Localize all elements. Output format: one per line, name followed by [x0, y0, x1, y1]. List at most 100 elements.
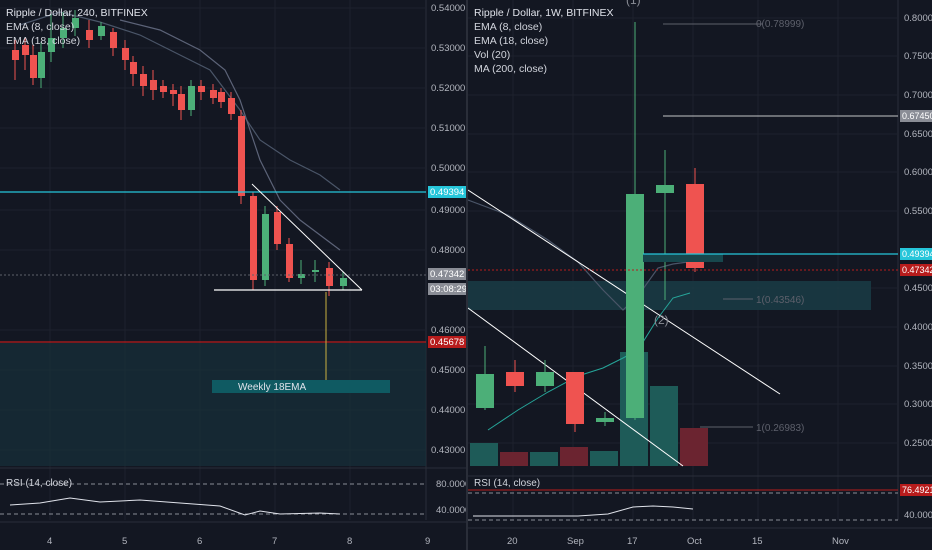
left-ytick-label: 0.50000 — [431, 163, 465, 174]
left-candle — [228, 98, 235, 114]
left-candle — [140, 74, 147, 86]
ema8-line — [19, 11, 341, 191]
volume-bar — [680, 428, 708, 466]
right-rsi-tag-label: 76.4921 — [902, 485, 932, 495]
left-xtick-label: 6 — [197, 536, 202, 547]
pane-divider[interactable] — [466, 0, 468, 550]
right-rsi-tick: 40.0000 — [904, 510, 932, 521]
right-xtick-label: 15 — [752, 536, 763, 547]
right-ma-line — [487, 292, 691, 431]
left-candle — [30, 55, 37, 78]
left-indicator-ema8[interactable]: EMA (8, close) — [6, 21, 75, 33]
left-candle — [38, 52, 45, 78]
left-ytick-label: 0.45000 — [431, 365, 465, 376]
left-xtick-label: 7 — [272, 536, 277, 547]
left-price-tag — [428, 283, 466, 295]
right-xtick-label: Sep — [567, 536, 584, 547]
left-rsi-tick: 80.0000 — [436, 479, 466, 490]
right-candle — [536, 372, 554, 386]
left-indicator-ema18[interactable]: EMA (18, close) — [6, 35, 81, 47]
weekly-18ema-box — [212, 380, 390, 393]
right-xtick-label: Oct — [687, 536, 702, 547]
fib-label: 0(0.78999) — [756, 19, 804, 30]
left-candle — [250, 196, 257, 280]
left-price-tag — [428, 268, 466, 280]
left-ytick-label: 0.43000 — [431, 445, 465, 456]
left-ytick-label: 0.52000 — [431, 83, 465, 94]
left-candle — [210, 90, 217, 98]
left-candle — [22, 45, 29, 55]
volume-bar — [650, 386, 678, 466]
volume-bar — [530, 452, 558, 466]
left-price-tag-label: 03:08:29 — [430, 284, 466, 295]
right-indicator-vol[interactable]: Vol (20) — [474, 49, 511, 61]
right-candle — [596, 418, 614, 422]
left-price-tag-label: 0.47342 — [430, 269, 464, 280]
left-price-tag-label: 0.49394 — [430, 187, 464, 198]
right-price-tag — [900, 110, 932, 122]
left-candle — [198, 86, 205, 92]
left-xtick-label: 4 — [47, 536, 52, 547]
left-candle — [238, 116, 245, 196]
left-candle — [12, 50, 19, 60]
right-candle — [626, 194, 644, 418]
left-rsi-tick: 40.0000 — [436, 505, 466, 516]
fib-label: 1(0.26983) — [756, 423, 804, 434]
left-candle — [340, 278, 347, 286]
right-candle — [656, 185, 674, 193]
left-candle — [110, 32, 117, 48]
right-xtick-label: 17 — [627, 536, 638, 547]
left-ytick-label: 0.49000 — [431, 205, 465, 216]
left-ytick-label: 0.44000 — [431, 405, 465, 416]
left-chart-pane[interactable]: Weekly 18EMA 0.54000 0.53000 0.52000 0.51000… — [0, 0, 466, 550]
right-trendline-upper — [468, 189, 781, 395]
left-candle — [72, 18, 79, 28]
right-price-tag — [900, 248, 932, 260]
volume-bar — [500, 452, 528, 466]
right-rsi-label[interactable]: RSI (14, close) — [474, 478, 541, 489]
right-xtick-label: Nov — [832, 536, 849, 547]
left-xtick-label: 5 — [122, 536, 127, 547]
left-rsi-line — [9, 497, 341, 516]
right-rsi-tag — [900, 484, 932, 496]
weekly-18ema-label: Weekly 18EMA — [238, 382, 307, 393]
fib-label: 1(0.43546) — [756, 295, 804, 306]
volume-bar — [470, 443, 498, 466]
right-price-tag-label: 0.47342 — [902, 265, 932, 275]
left-candle — [262, 214, 269, 280]
right-chart-title: Ripple / Dollar, 1W, BITFINEX — [474, 7, 614, 19]
right-candle — [506, 372, 524, 386]
left-chart-canvas[interactable]: Weekly 18EMA 0.54000 0.53000 0.52000 0.51000… — [0, 0, 466, 550]
right-candle — [566, 372, 584, 424]
left-rsi-label[interactable]: RSI (14, close) — [6, 478, 73, 489]
left-candle — [48, 38, 55, 52]
left-price-tag — [428, 186, 466, 198]
left-ytick-label: 0.48000 — [431, 245, 465, 256]
right-cyan-box — [643, 254, 723, 262]
right-chart-canvas[interactable]: 0(0.78999) 1(0.43546) 1(0.26983) (1) (2) 0.80… — [468, 0, 932, 550]
left-candle — [60, 28, 67, 38]
right-indicator-ema18[interactable]: EMA (18, close) — [474, 35, 549, 47]
left-candle — [170, 90, 177, 94]
right-rsi-line — [473, 505, 694, 517]
right-indicator-ma200[interactable]: MA (200, close) — [474, 63, 547, 75]
right-candle — [686, 184, 704, 268]
right-ytick-label: 0.45000 — [904, 283, 932, 294]
wave-label-2: (2) — [654, 313, 669, 327]
left-candle — [218, 92, 225, 102]
left-xtick-label: 9 — [425, 536, 430, 547]
left-candle — [188, 86, 195, 110]
right-indicator-ema8[interactable]: EMA (8, close) — [474, 21, 543, 33]
left-candle — [150, 80, 157, 90]
right-chart-pane[interactable]: 0(0.78999) 1(0.43546) 1(0.26983) (1) (2) 0.80… — [468, 0, 932, 550]
volume-bar — [560, 447, 588, 466]
